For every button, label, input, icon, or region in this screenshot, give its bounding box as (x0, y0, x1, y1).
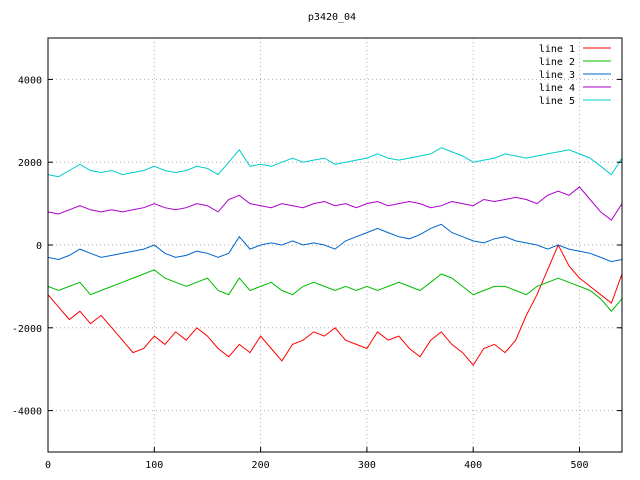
series-line-line-3 (47, 223, 623, 263)
x-tick-label: 100 (145, 460, 163, 471)
legend-label: line 5 (539, 96, 575, 107)
legend-label: line 4 (539, 83, 575, 94)
series-line-line-1 (47, 243, 623, 366)
legend: line 1 line 2 line 3 line 4 line 5 (539, 44, 611, 107)
series-line-line-5 (47, 147, 623, 178)
x-tick-label: 400 (464, 460, 482, 471)
legend-label: line 1 (539, 44, 575, 55)
series-line-line-2 (47, 269, 623, 312)
chart-title: p3420_04 (308, 12, 356, 23)
series-line-line-4 (47, 186, 623, 221)
x-tick-label: 0 (45, 460, 51, 471)
y-tick-label: -4000 (12, 407, 42, 418)
x-tick-label: 200 (252, 460, 270, 471)
x-tick-label: 300 (358, 460, 376, 471)
y-tick-label: 4000 (18, 75, 42, 86)
grid-lines (48, 38, 622, 452)
axis-ticks: 0 100 200 300 400 500 -4000 -2000 0 2000 4000 (12, 75, 622, 471)
y-tick-label: 0 (36, 241, 42, 252)
y-tick-label: 2000 (18, 158, 42, 169)
y-tick-label: -2000 (12, 324, 42, 335)
x-tick-label: 500 (570, 460, 588, 471)
series-layer (47, 147, 623, 366)
legend-label: line 2 (539, 57, 575, 68)
legend-label: line 3 (539, 70, 575, 81)
